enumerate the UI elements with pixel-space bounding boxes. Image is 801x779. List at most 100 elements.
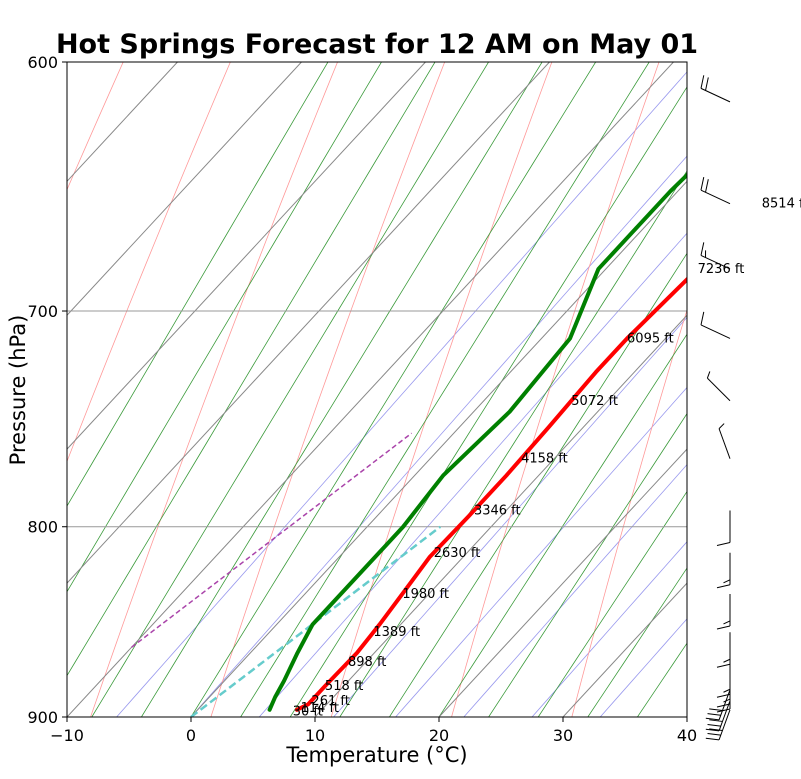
height-label: 898 ft: [348, 655, 386, 670]
wind-barb-flag: [716, 625, 731, 630]
wind-barb-staff: [707, 377, 731, 402]
dry-adiabat-line: [210, 62, 446, 717]
wind-barb-flag: [707, 713, 721, 716]
wind-barb-flag: [705, 728, 720, 732]
wind-barb: [700, 242, 731, 270]
wind-barb-flag: [709, 708, 723, 712]
isotherm-line: [67, 62, 178, 183]
wind-barb-flag: [723, 688, 731, 693]
mixing-ratio-line: [599, 618, 687, 717]
height-label: 261 ft: [311, 694, 349, 709]
height-label: 8514 ft: [762, 197, 801, 212]
x-tick-label: 40: [677, 726, 697, 745]
isotherm-line: [67, 62, 302, 316]
height-label: 5072 ft: [571, 394, 618, 409]
y-tick-label: 800: [27, 518, 58, 537]
moist-adiabat-line: [389, 252, 687, 717]
mixing-ratio-line: [258, 232, 687, 717]
wind-barb-staff: [700, 324, 731, 339]
wind-barb-flag: [705, 77, 709, 91]
moist-adiabat-line: [537, 490, 687, 717]
y-tick-label: 700: [27, 302, 58, 321]
moist-adiabat-line: [91, 62, 489, 717]
chart-title: Hot Springs Forecast for 12 AM on May 01: [56, 29, 698, 60]
wind-barb-flag: [700, 75, 705, 89]
x-tick-label: −10: [50, 726, 84, 745]
wind-barb-flag: [706, 371, 711, 379]
wind-barb-staff: [718, 428, 731, 459]
x-tick-label: 30: [553, 726, 573, 745]
wind-barb-staff: [700, 254, 731, 270]
wind-barb-staff: [718, 700, 731, 732]
wind-barb-staff: [718, 689, 731, 721]
wind-barb: [700, 177, 731, 205]
wind-barb-flag: [718, 423, 725, 429]
moist-adiabat-line: [289, 86, 687, 717]
height-label: 1389 ft: [373, 625, 420, 640]
height-label: 518 ft: [325, 679, 363, 694]
wind-barb-flag: [723, 698, 731, 703]
wind-barb: [700, 75, 731, 103]
mixing-ratio-line: [333, 316, 687, 717]
height-label: 114 ft: [301, 701, 339, 716]
isotherm-line: [562, 582, 687, 717]
degree-symbol: °: [434, 743, 445, 767]
dry-adiabat-line: [571, 308, 687, 717]
dry-adiabat-line: [67, 62, 231, 463]
wind-barb-flag: [707, 733, 721, 736]
wind-barb-flag: [700, 311, 705, 326]
wind-barb-flag: [716, 542, 731, 546]
wind-barb-flag: [709, 719, 723, 722]
wind-barbs: [700, 75, 731, 741]
wind-barb-flag: [707, 724, 721, 727]
moist-adiabat-line: [587, 567, 687, 717]
wind-barb: [716, 552, 731, 589]
wind-barb: [716, 593, 731, 630]
height-label: 4158 ft: [521, 452, 568, 467]
x-axis-label: Temperature (°C): [285, 743, 467, 767]
wind-barb-staff: [700, 87, 731, 103]
moist-adiabat-line: [67, 62, 329, 507]
wind-barb-flag: [716, 703, 731, 708]
background-lines: [67, 62, 801, 717]
dry-adiabat-line: [90, 62, 338, 717]
wind-barb-flag: [705, 717, 720, 721]
moist-adiabat-line: [190, 62, 597, 717]
dry-adiabat-line: [451, 62, 660, 717]
wind-barb: [706, 371, 731, 402]
x-tick-label: 20: [429, 726, 449, 745]
mixing-ratio-line: [190, 155, 687, 717]
dry-adiabat-line: [692, 62, 801, 717]
wind-barb: [716, 632, 731, 668]
wind-barb: [705, 700, 731, 732]
height-label: 2630 ft: [434, 546, 481, 561]
height-label: 6095 ft: [627, 331, 674, 346]
height-label: 7236 ft: [698, 262, 745, 277]
wind-barb-flag: [723, 579, 731, 584]
wind-barb: [718, 423, 731, 459]
wind-barb: [716, 662, 731, 698]
axis-ticks: −10 0 10 20 30 40 600 700 800 900: [27, 53, 697, 745]
isotherm-line: [314, 314, 687, 717]
moist-adiabat-line: [686, 716, 687, 717]
purple-dashed-line: [131, 432, 413, 648]
moist-adiabat-line: [488, 412, 687, 717]
moist-adiabat-line: [141, 62, 543, 717]
wind-barb: [705, 709, 731, 741]
wind-barb: [716, 677, 731, 713]
isotherm-line: [438, 448, 687, 717]
wind-barb-flag: [723, 658, 731, 663]
temperature-profile-line: [294, 276, 687, 712]
wind-barb-flag: [716, 584, 731, 589]
wind-barb-flag: [723, 620, 731, 625]
wind-barb-staff: [700, 189, 731, 205]
wind-barb: [700, 311, 731, 339]
plot-frame: [66, 61, 688, 718]
profile-lines: [131, 172, 687, 717]
wind-barb-flag: [716, 663, 731, 668]
moist-adiabat-line: [67, 62, 382, 593]
dry-adiabat-line: [330, 62, 553, 717]
x-tick-label: 10: [305, 726, 325, 745]
